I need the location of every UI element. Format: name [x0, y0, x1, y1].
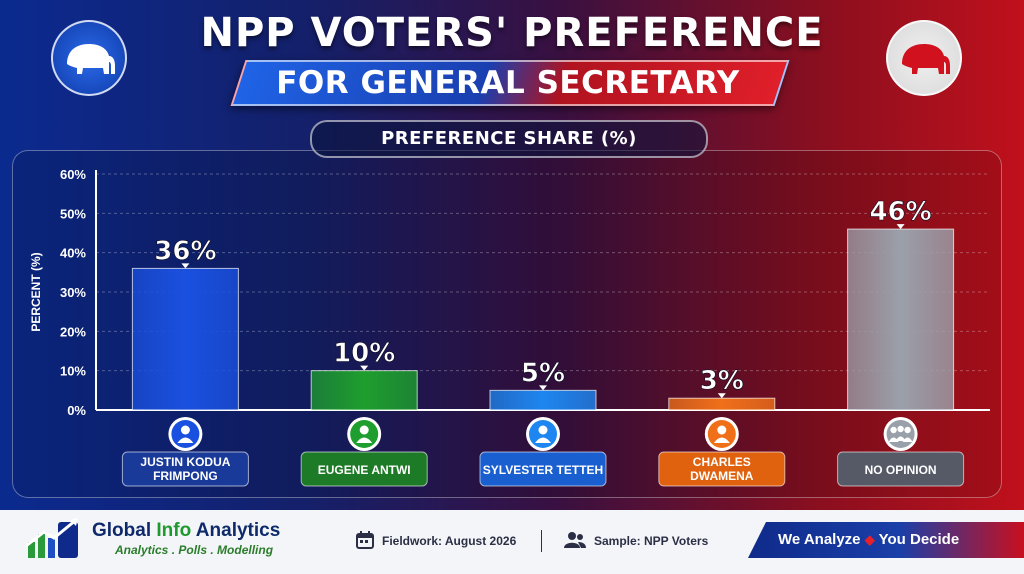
bar-chart: 0% 10% 20% 30% 40% 50% 60% PERCENT (%) 36% JUSTIN… — [29, 167, 965, 487]
bar — [489, 389, 597, 411]
bar-pointer — [717, 393, 726, 399]
data-label: 36% — [154, 236, 216, 266]
bar-pointer — [539, 385, 547, 391]
bar — [310, 370, 418, 411]
page-title: NPP VOTERS' PREFERENCE — [200, 10, 824, 56]
elephant-icon — [67, 44, 115, 74]
brand-logo-icon — [25, 518, 78, 558]
group-icon-body — [895, 436, 906, 441]
brand-name: Global Info Analytics — [92, 520, 281, 541]
x-tick-label: SYLVESTER TETTEH — [483, 463, 603, 477]
group-icon-head — [897, 425, 904, 433]
bar-pointer — [181, 263, 190, 269]
x-tick-label: JUSTIN KODUA — [140, 455, 230, 469]
bar — [668, 397, 776, 411]
elephant-logo-left — [51, 20, 127, 96]
diamond-icon: ◆ — [864, 532, 875, 547]
y-tick-label: 50% — [60, 206, 86, 221]
slogan-banner — [748, 522, 1024, 558]
x-tick-label: DWAMENA — [690, 469, 754, 483]
person-icon-body — [535, 437, 551, 443]
x-tick-label: NO OPINION — [865, 463, 937, 477]
slogan-text: We Analyze ◆ You Decide — [778, 531, 960, 548]
y-tick-label: 20% — [60, 324, 86, 339]
person-icon-body — [177, 437, 194, 443]
person-icon-head — [717, 425, 727, 435]
person-icon-head — [359, 425, 369, 435]
category-pill — [479, 451, 607, 487]
bar-pointer — [360, 365, 369, 371]
data-label: 5% — [521, 358, 565, 388]
data-label: 10% — [333, 339, 395, 369]
bar-pointer — [896, 224, 905, 230]
x-tick-label: FRIMPONG — [153, 469, 218, 483]
calendar-icon — [356, 531, 374, 549]
elephant-logo-right — [886, 20, 962, 96]
elephant-icon — [902, 44, 950, 74]
person-icon-body — [713, 437, 730, 443]
person-icon-head — [538, 425, 548, 435]
person-icon-body — [356, 437, 373, 443]
category-pill — [837, 451, 965, 487]
divider — [541, 530, 542, 552]
y-tick-label: 10% — [60, 364, 86, 379]
x-tick-label: EUGENE ANTWI — [318, 463, 411, 477]
users-icon — [564, 532, 586, 548]
group-icon-head — [890, 426, 897, 434]
brand-tagline: Analytics . Polls . Modelling — [115, 543, 274, 557]
data-label: 46% — [869, 197, 931, 227]
data-label: 3% — [700, 366, 744, 396]
x-tick-label: CHARLES — [693, 455, 751, 469]
sample-text: Sample: NPP Voters — [594, 534, 709, 548]
y-tick-label: 60% — [60, 167, 86, 182]
y-tick-label: 0% — [67, 403, 86, 418]
fieldwork-text: Fieldwork: August 2026 — [382, 534, 517, 548]
group-icon-head — [904, 426, 911, 434]
page-subtitle: FOR GENERAL SECRETARY — [276, 65, 740, 101]
group-icon — [886, 420, 915, 448]
bar — [131, 267, 239, 411]
y-tick-label: 40% — [60, 246, 86, 261]
category-pill — [121, 451, 249, 487]
y-axis-label: PERCENT (%) — [29, 252, 43, 331]
category-pill — [658, 451, 786, 487]
category-pill — [300, 451, 428, 487]
y-tick-label: 30% — [60, 285, 86, 300]
bar — [847, 228, 955, 411]
chart-label: PREFERENCE SHARE (%) — [310, 120, 708, 158]
person-icon-head — [180, 425, 190, 435]
